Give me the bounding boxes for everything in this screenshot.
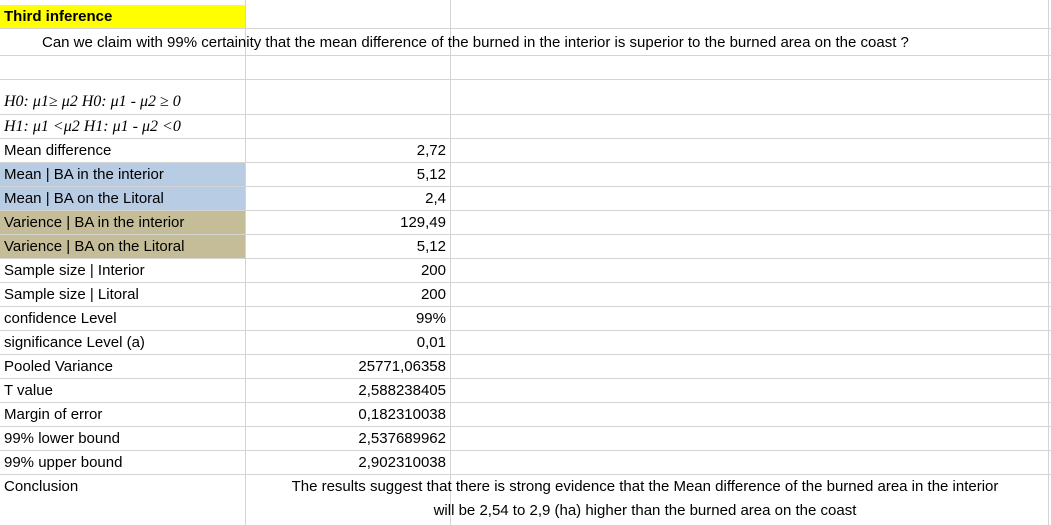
row-value-cell[interactable]: 200 — [420, 286, 446, 303]
table-row: Margin of error 0,182310038 — [0, 403, 1051, 427]
conclusion-line1[interactable]: The results suggest that there is strong… — [291, 478, 999, 495]
row-label-cell[interactable]: 99% upper bound — [4, 454, 123, 471]
row-value-cell[interactable]: 2,588238405 — [358, 382, 446, 399]
column-divider — [1048, 0, 1049, 525]
row-value-cell[interactable]: 200 — [420, 262, 446, 279]
table-row: T value 2,588238405 — [0, 379, 1051, 403]
empty-row — [0, 56, 1051, 80]
row-value-cell[interactable]: 5,12 — [416, 166, 446, 183]
row-value-cell[interactable]: 2,4 — [425, 190, 446, 207]
table-row: Varience | BA on the Litoral 5,12 — [0, 235, 1051, 259]
row-value-cell[interactable]: 0,01 — [416, 334, 446, 351]
row-value-cell[interactable]: 2,537689962 — [358, 430, 446, 447]
row-label-cell[interactable]: Pooled Variance — [4, 358, 113, 375]
row-label-cell[interactable]: Varience | BA in the interior — [0, 211, 245, 234]
table-row: Sample size | Litoral 200 — [0, 283, 1051, 307]
table-row: Mean | BA on the Litoral 2,4 — [0, 187, 1051, 211]
row-label-cell[interactable]: Mean difference — [4, 142, 112, 159]
table-row: confidence Level 99% — [0, 307, 1051, 331]
empty-cell[interactable] — [0, 56, 245, 79]
row-label-cell[interactable]: significance Level (a) — [4, 334, 145, 351]
row-value-cell[interactable]: 2,902310038 — [358, 454, 446, 471]
conclusion-line2[interactable]: will be 2,54 to 2,9 (ha) higher than the… — [433, 502, 857, 519]
row-label-cell[interactable]: confidence Level — [4, 310, 117, 327]
table-row: 99% lower bound 2,537689962 — [0, 427, 1051, 451]
table-row: significance Level (a) 0,01 — [0, 331, 1051, 355]
hypothesis-h0-cell[interactable]: H0: μ1≥ μ2 H0: μ1 - μ2 ≥ 0 — [4, 93, 181, 110]
row-value-cell[interactable]: 99% — [415, 310, 446, 327]
question-row: Can we claim with 99% certainity that th… — [0, 29, 1051, 56]
table-row: Mean difference 2,72 — [0, 139, 1051, 163]
title-cell[interactable]: Third inference — [0, 5, 245, 28]
table-row: Varience | BA in the interior 129,49 — [0, 211, 1051, 235]
row-label-cell[interactable]: Sample size | Interior — [4, 262, 145, 279]
row-label-cell[interactable]: Mean | BA on the Litoral — [0, 187, 245, 210]
conclusion-label-cell[interactable]: Conclusion — [4, 478, 79, 495]
hypothesis-h1-row: H1: μ1 <μ2 H1: μ1 - μ2 <0 — [0, 115, 1051, 139]
row-label-cell[interactable]: 99% lower bound — [4, 430, 120, 447]
row-label-cell[interactable]: T value — [4, 382, 53, 399]
table-row: Mean | BA in the interior 5,12 — [0, 163, 1051, 187]
question-cell[interactable]: Can we claim with 99% certainity that th… — [42, 34, 909, 51]
table-row: Pooled Variance 25771,06358 — [0, 355, 1051, 379]
row-label-cell[interactable]: Mean | BA in the interior — [0, 163, 245, 186]
table-row: Sample size | Interior 200 — [0, 259, 1051, 283]
row-label-cell[interactable]: Sample size | Litoral — [4, 286, 139, 303]
conclusion-row: Conclusion The results suggest that ther… — [0, 475, 1051, 525]
column-divider — [450, 0, 451, 525]
row-value-cell[interactable]: 0,182310038 — [358, 406, 446, 423]
row-label-cell[interactable]: Varience | BA on the Litoral — [0, 235, 245, 258]
row-value-cell[interactable]: 2,72 — [416, 142, 446, 159]
hypothesis-h1-cell[interactable]: H1: μ1 <μ2 H1: μ1 - μ2 <0 — [4, 118, 181, 135]
column-divider — [245, 0, 246, 525]
title-row: Third inference — [0, 5, 1051, 29]
row-value-cell[interactable]: 129,49 — [400, 214, 446, 231]
row-value-cell[interactable]: 25771,06358 — [358, 358, 446, 375]
table-row: 99% upper bound 2,902310038 — [0, 451, 1051, 475]
row-value-cell[interactable]: 5,12 — [416, 238, 446, 255]
row-label-cell[interactable]: Margin of error — [4, 406, 103, 423]
hypothesis-h0-row: H0: μ1≥ μ2 H0: μ1 - μ2 ≥ 0 — [0, 90, 1051, 115]
